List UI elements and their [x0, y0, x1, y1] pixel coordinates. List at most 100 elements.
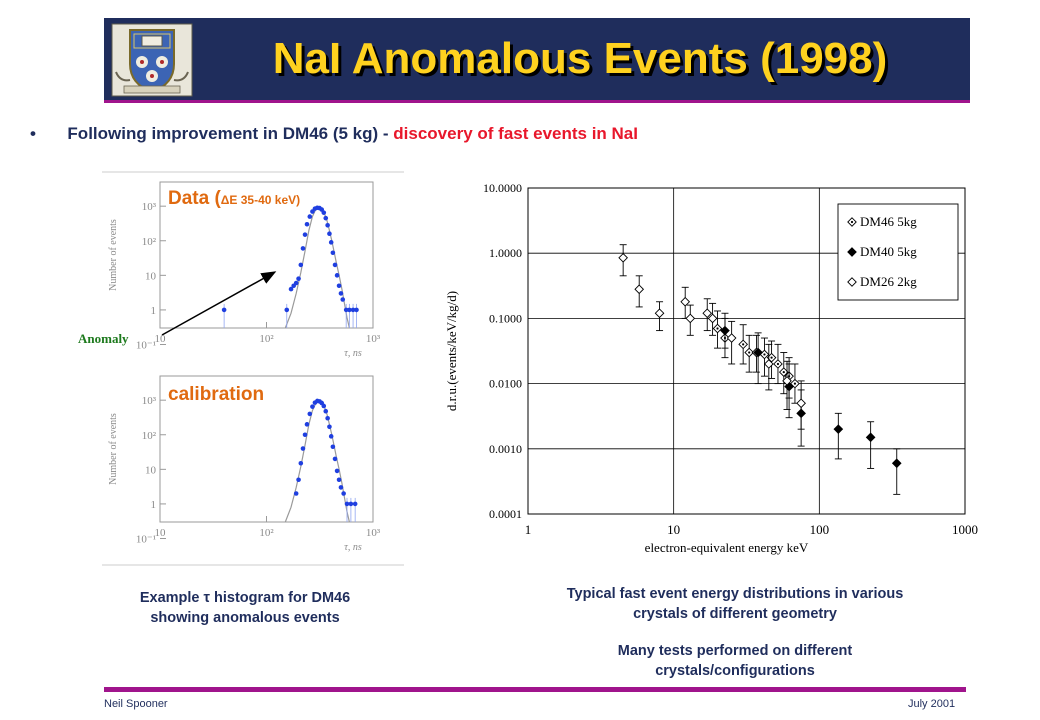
hist-point [321, 210, 327, 215]
hist-point [334, 273, 340, 278]
hist-point [325, 222, 330, 228]
footer-rule [104, 687, 966, 692]
data-point-dot [748, 351, 751, 354]
x-tick-label: 100 [810, 522, 830, 537]
data-label-delta: ΔE 35-40 keV) [220, 193, 301, 207]
footer-author: Neil Spooner [104, 698, 168, 710]
hist-point [288, 286, 294, 292]
hist-point [352, 501, 358, 507]
x-tick-label: 1000 [952, 522, 978, 537]
hist-point [332, 262, 338, 268]
hist-point [302, 432, 308, 438]
hist-point [347, 307, 352, 313]
data-point-dot [770, 356, 773, 359]
hist-point [330, 444, 336, 450]
hist-point [300, 246, 306, 251]
x-axis-label: electron-equivalent energy keV [645, 540, 809, 555]
slide-title: NaI Anomalous Events (1998) [272, 34, 888, 83]
hist-point [304, 221, 310, 227]
data-point [720, 325, 730, 336]
data-point [833, 424, 844, 435]
series-2 [618, 244, 806, 430]
data-point-dot [716, 327, 719, 330]
hist-point [296, 477, 301, 483]
hist-x-tick-label: 10 [155, 527, 167, 539]
anomaly-arrow [161, 271, 277, 336]
data-point [726, 333, 737, 343]
legend-label: DM46 5kg [860, 214, 917, 229]
hist-point [341, 491, 346, 496]
hist-point [328, 240, 334, 245]
hist-x-tick-label: 10³ [366, 333, 381, 345]
hist-y-tick-label: 10⁻¹ [136, 533, 156, 545]
data-point [865, 432, 876, 443]
hist-point [310, 404, 315, 409]
university-crest-icon [111, 23, 193, 97]
hist-y-tick-label: 10³ [142, 395, 157, 407]
x-tick-label: 1 [525, 522, 532, 537]
hist-point [332, 456, 338, 462]
data-point-dot [776, 362, 780, 366]
series-1 [720, 312, 902, 495]
x-tick-label: 10 [667, 522, 680, 537]
y-tick-label: 0.0001 [489, 507, 522, 521]
hist-point [321, 403, 327, 409]
bullet-highlight: discovery of fast events in NaI [393, 124, 638, 143]
bullet-text: Following improvement in DM46 (5 kg) - [67, 124, 394, 143]
legend-box [837, 203, 959, 301]
hist-fit-curve [284, 400, 350, 523]
data-point-dot [763, 353, 766, 356]
hist-point [296, 276, 301, 281]
data-point [680, 296, 691, 307]
hist-point [300, 446, 306, 451]
hist-point [284, 307, 290, 313]
hist-point [338, 485, 344, 490]
hist-point [338, 291, 344, 296]
data-point-dot [782, 371, 785, 374]
legend-label: DM40 5kg [860, 244, 917, 259]
hist-point [307, 214, 313, 219]
hist-point [302, 232, 308, 237]
legend: DM46 5kg DM40 5kg DM26 2kg [837, 203, 959, 301]
hist-point [348, 501, 354, 507]
hist-point [293, 491, 299, 496]
hist-point [327, 424, 332, 430]
data-point [796, 398, 806, 409]
hist-y-tick-label: 10 [145, 270, 157, 282]
energy-caption-1-line-2: crystals of different geometry [633, 606, 837, 622]
hist-point [343, 307, 349, 313]
hist-y-tick-label: 10³ [142, 201, 157, 213]
hist-point [350, 307, 356, 313]
data-point [763, 359, 774, 369]
energy-caption-2: Many tests performed on different crysta… [470, 641, 1000, 681]
data-point [702, 308, 713, 319]
legend-marker [847, 277, 857, 287]
energy-distribution-chart: 1 10 100 1000 0.0001 0.0010 0.0100 0.1000 1.0000… [444, 181, 978, 555]
bullet-point: • Following improvement in DM46 (5 kg) -… [30, 124, 1010, 144]
hist-point [344, 501, 350, 507]
hist-x-tick-label: 10 [155, 333, 167, 345]
hist-point [298, 460, 304, 466]
hist-point [325, 415, 330, 421]
data-point-dot [793, 382, 797, 385]
y-tick-label: 1.0000 [489, 246, 522, 260]
data-point [654, 308, 665, 319]
energy-caption-1: Typical fast event energy distributions … [470, 584, 1000, 624]
hist-x-tick-label: 10² [259, 527, 274, 539]
hist-point [304, 422, 310, 427]
hist-y-tick-label: 1 [151, 305, 157, 317]
hist-point [323, 215, 329, 221]
data-point [782, 376, 792, 386]
hist-point [328, 434, 334, 439]
hist-point [330, 250, 336, 256]
hist-point [334, 468, 340, 474]
hist-point [307, 411, 313, 417]
legend-marker-dot [850, 220, 854, 224]
anomaly-label: Anomaly [78, 331, 129, 346]
caption-part-b: histogram for DM46 [209, 590, 351, 606]
y-tick-label: 0.0100 [489, 377, 522, 391]
hist-point [298, 262, 304, 268]
energy-caption-2-line-2: crystals/configurations [655, 663, 815, 679]
